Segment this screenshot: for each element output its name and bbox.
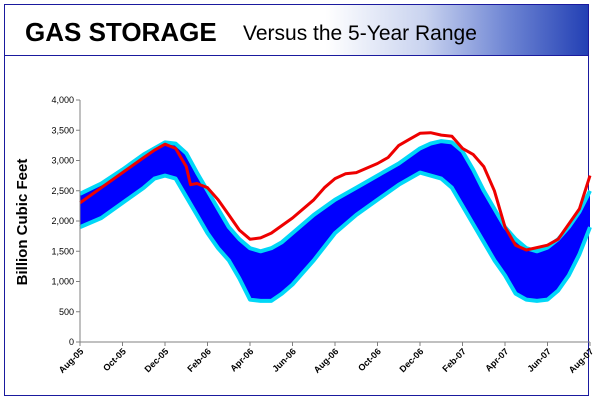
title-bar: GAS STORAGE Versus the 5-Year Range xyxy=(5,5,588,55)
x-tick-label: Oct-06 xyxy=(356,346,383,373)
x-tick-label: Apr-06 xyxy=(228,346,255,373)
y-tick-label: 3,500 xyxy=(51,125,74,135)
x-tick-label: Oct-05 xyxy=(101,346,128,373)
storage-line xyxy=(79,131,592,252)
range-band xyxy=(80,141,590,301)
x-tick-label: Feb-06 xyxy=(185,346,213,374)
chart-subtitle: Versus the 5-Year Range xyxy=(243,22,477,45)
x-tick-label: Aug-05 xyxy=(57,346,86,375)
line-layer xyxy=(79,131,592,252)
x-tick-label: Aug-07 xyxy=(567,346,595,375)
chart-title: GAS STORAGE xyxy=(25,17,217,47)
title-divider xyxy=(5,55,588,56)
y-tick-label: 1,000 xyxy=(51,277,74,287)
x-tick-label: Jun-07 xyxy=(525,346,553,374)
x-tick-label: Apr-07 xyxy=(483,346,510,373)
range-max-edge xyxy=(79,139,592,254)
y-tick-label: 3,000 xyxy=(51,156,74,166)
band-layer xyxy=(79,139,592,303)
x-tick-label: Feb-07 xyxy=(440,346,468,374)
y-tick-label: 2,000 xyxy=(51,216,74,226)
x-tick-label: Dec-06 xyxy=(397,346,425,374)
x-tick-label: Aug-06 xyxy=(312,346,341,375)
y-tick-label: 4,000 xyxy=(51,95,74,105)
x-tick-label: Dec-05 xyxy=(142,346,170,374)
y-tick-label: 1,500 xyxy=(51,246,74,256)
range-min-edge xyxy=(79,170,592,303)
y-tick-label: 2,500 xyxy=(51,186,74,196)
y-tick-label: 500 xyxy=(59,307,74,317)
y-axis-label: Billion Cubic Feet xyxy=(14,159,31,286)
x-tick-label: Jun-06 xyxy=(270,346,298,374)
y-tick-label: 0 xyxy=(69,337,74,347)
